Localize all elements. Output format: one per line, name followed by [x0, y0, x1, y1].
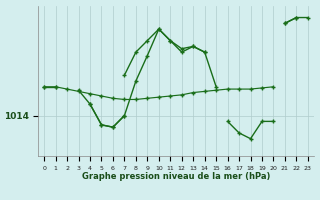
X-axis label: Graphe pression niveau de la mer (hPa): Graphe pression niveau de la mer (hPa) — [82, 172, 270, 181]
